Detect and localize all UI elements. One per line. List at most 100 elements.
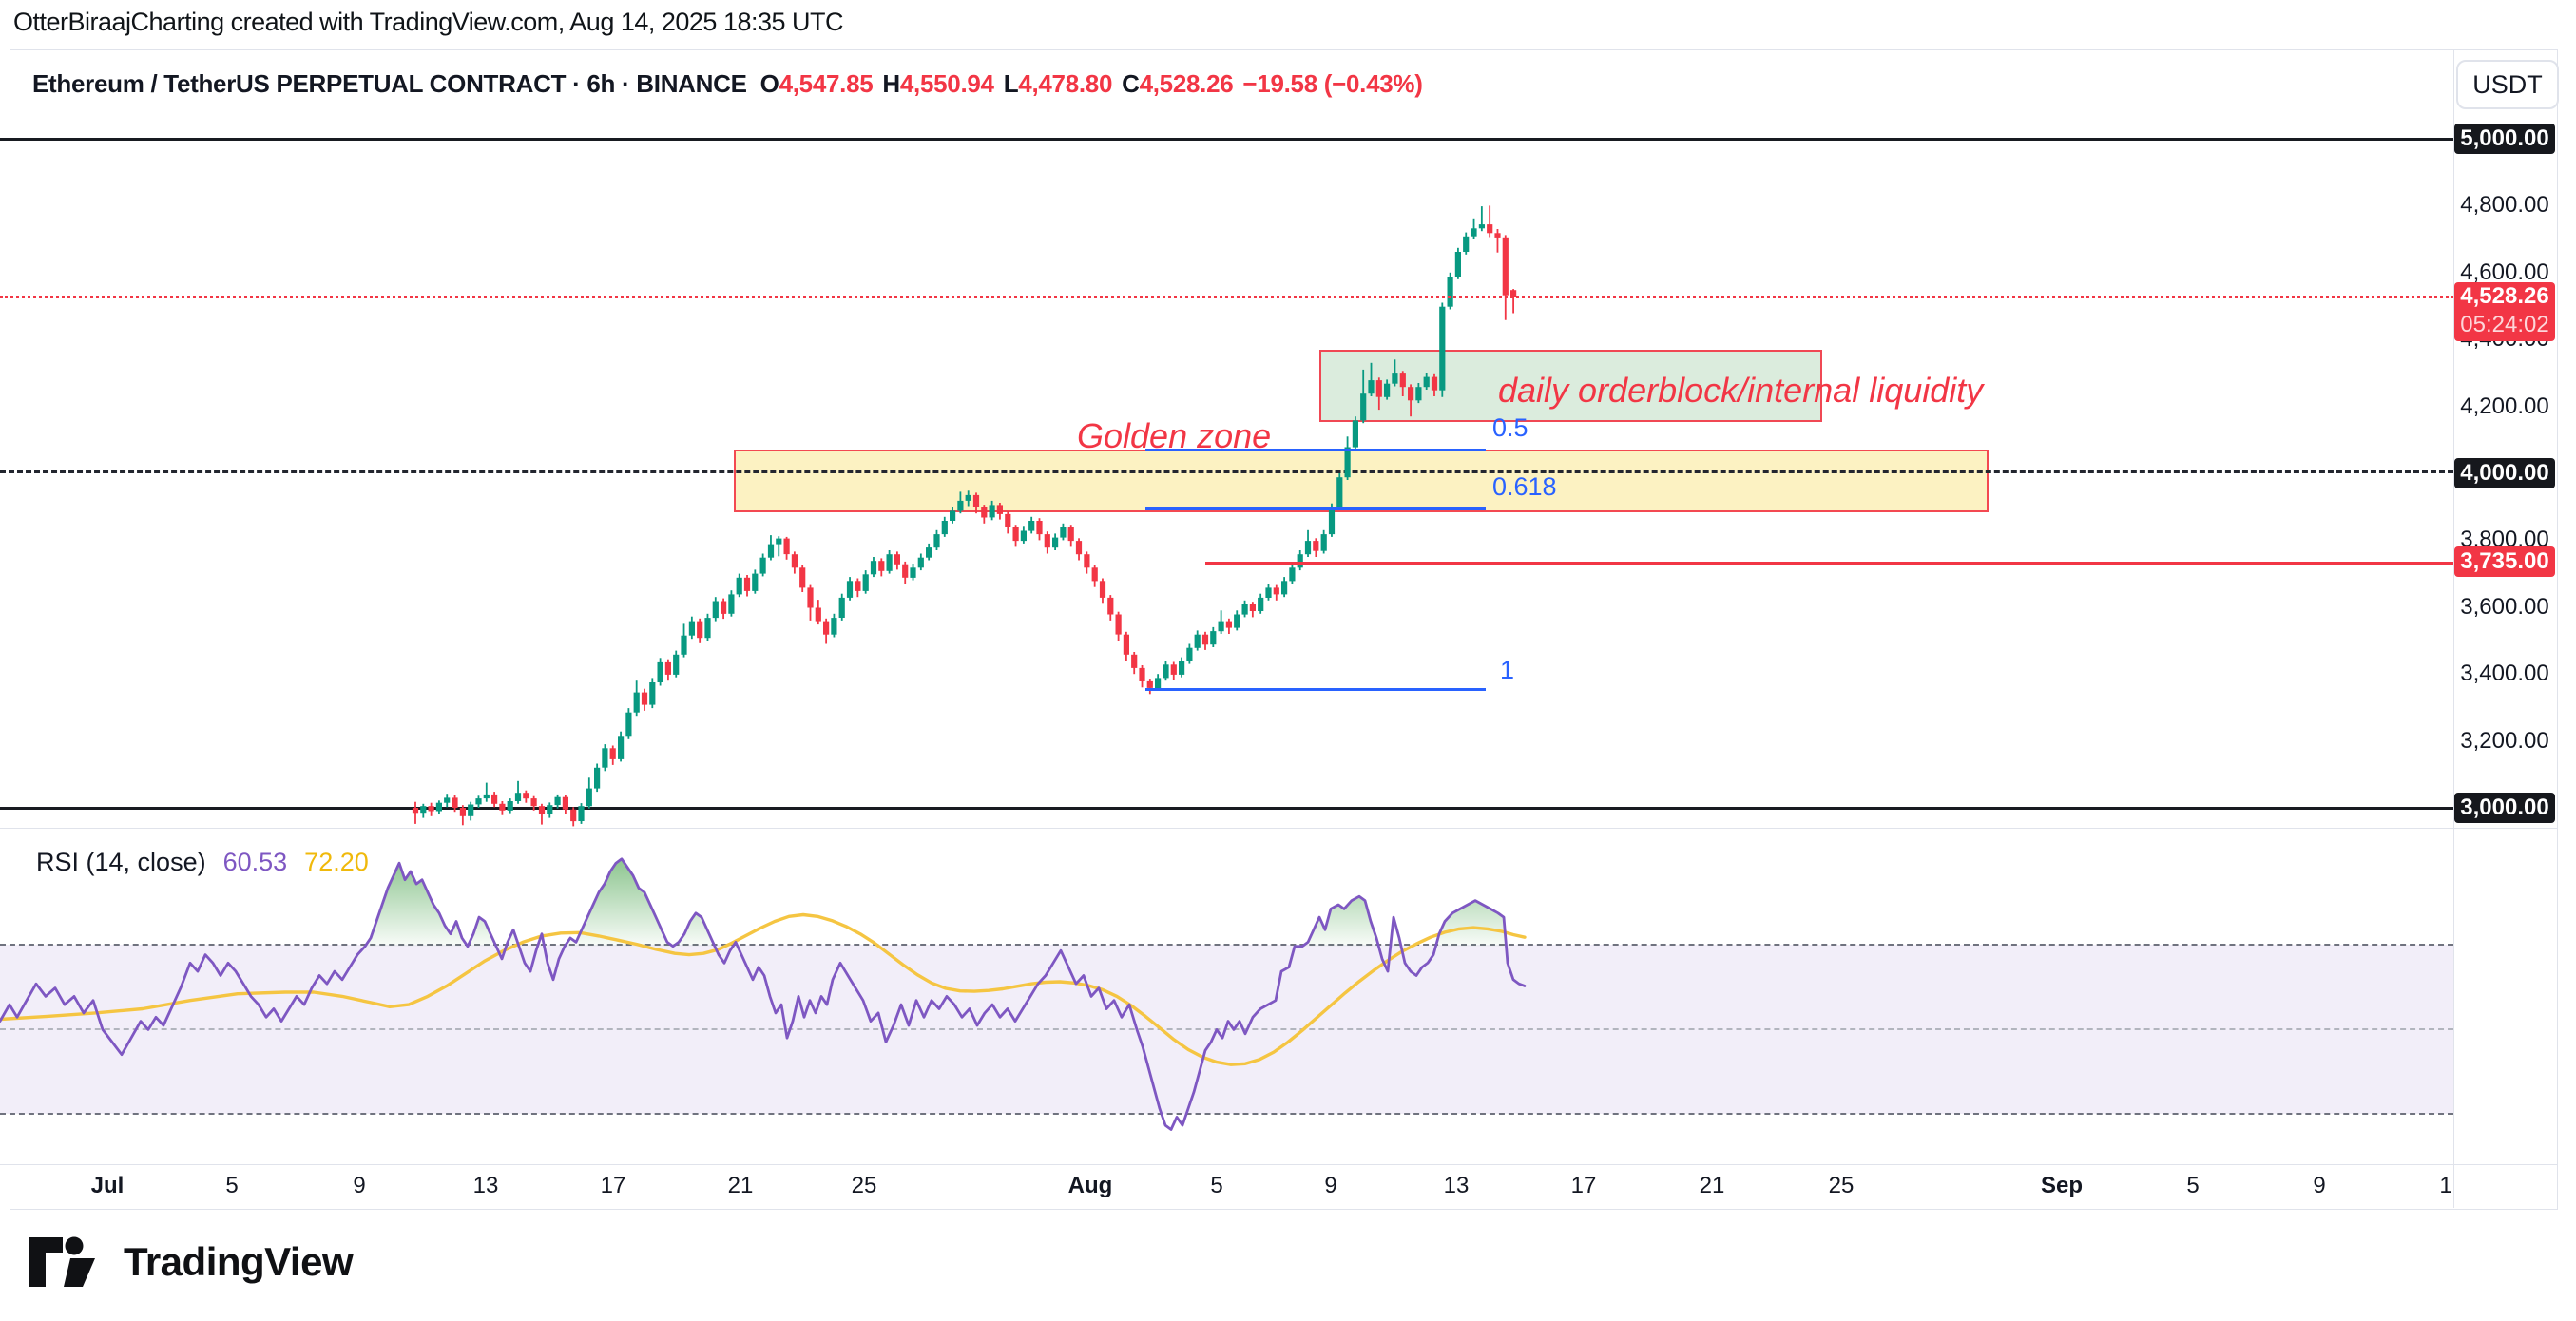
candle-body[interactable] [475,798,482,805]
candle-body[interactable] [855,581,861,591]
candle-body[interactable] [1060,527,1067,538]
candle-body[interactable] [1313,541,1319,551]
dashed-line-4000[interactable] [0,470,2453,473]
candle-body[interactable] [791,554,798,568]
candle-body[interactable] [609,748,616,759]
candle-body[interactable] [664,661,671,675]
candle-body[interactable] [1258,597,1264,611]
candle-body[interactable] [1320,534,1327,551]
candle-body[interactable] [1194,634,1201,648]
time-axis[interactable]: Jul 5 9 13 17 21 25 Aug 5 9 13 17 21 25 Sep 5 9 1 [0,1165,2453,1208]
candle-body[interactable] [870,561,877,575]
candle-body[interactable] [681,635,687,655]
candle-body[interactable] [1281,581,1288,595]
candle-body[interactable] [1352,420,1358,448]
candle-body[interactable] [1225,621,1232,628]
candle-body[interactable] [1139,667,1145,681]
candle-body[interactable] [1028,521,1035,531]
candle-body[interactable] [894,554,900,565]
candle-body[interactable] [941,521,948,535]
candle-body[interactable] [799,567,806,588]
fib-level-line-0-618[interactable] [1145,507,1486,510]
red-line-3735[interactable] [1205,562,2453,565]
candle-body[interactable] [618,736,625,759]
candle-body[interactable] [878,561,885,571]
candle-body[interactable] [1012,527,1019,542]
candle-body[interactable] [657,661,663,682]
candle-body[interactable] [1155,678,1162,688]
candle-body[interactable] [1091,567,1098,582]
candle-body[interactable] [514,793,522,801]
candle-body[interactable] [1304,541,1312,555]
candle-body[interactable] [594,767,601,789]
candle-body[interactable] [1218,621,1224,632]
golden-zone-rectangle[interactable] [734,450,1989,512]
symbol-header[interactable]: Ethereum / TetherUS PERPETUAL CONTRACT ·… [32,63,1423,105]
candle-body[interactable] [838,597,845,618]
candle-body[interactable] [697,621,703,639]
candle-body[interactable] [910,567,916,578]
candle-body[interactable] [736,577,742,595]
candle-body[interactable] [831,618,837,635]
currency-toggle-button[interactable]: USDT [2456,60,2559,109]
rsi-indicator-legend[interactable]: RSI (14, close) 60.53 72.20 [36,848,369,877]
candle-body[interactable] [752,573,759,591]
candle-body[interactable] [688,621,695,636]
candle-body[interactable] [554,796,561,806]
horizontal-line-5000[interactable] [0,138,2453,141]
price-axis[interactable]: 5,000.004,800.004,600.004,400.004,200.00… [2454,49,2557,1164]
candle-body[interactable] [1265,587,1272,598]
candle-body[interactable] [1163,664,1169,679]
golden-zone-text[interactable]: Golden zone [1077,416,1272,455]
horizontal-line-3000[interactable] [0,807,2453,810]
candle-body[interactable] [570,809,577,822]
candle-body[interactable] [444,797,451,803]
candle-body[interactable] [625,712,632,737]
candle-body[interactable] [846,581,854,598]
candle-body[interactable] [1494,233,1501,238]
candle-body[interactable] [926,547,932,558]
candle-body[interactable] [1234,614,1240,628]
candle-body[interactable] [1067,527,1074,542]
pane-separator[interactable] [0,828,2557,829]
candle-body[interactable] [649,682,656,705]
candle-body[interactable] [673,654,680,675]
candle-body[interactable] [1005,513,1011,527]
candle-body[interactable] [807,587,814,608]
candle-body[interactable] [1471,228,1477,237]
candle-body[interactable] [1463,236,1470,252]
candle-body[interactable] [1123,634,1129,655]
candle-body[interactable] [633,692,640,713]
candle-body[interactable] [712,601,719,619]
candle-body[interactable] [728,594,735,614]
candle-body[interactable] [602,748,608,768]
candle-body[interactable] [1447,277,1453,307]
candle-body[interactable] [823,621,830,635]
candle-body[interactable] [530,798,537,807]
candle-body[interactable] [641,692,648,705]
candle-body[interactable] [815,607,821,622]
candle-body[interactable] [1487,224,1493,234]
candle-body[interactable] [862,574,869,591]
candle-body[interactable] [1249,604,1256,611]
candle-body[interactable] [743,577,751,591]
candle-body[interactable] [1179,660,1185,675]
candle-body[interactable] [1289,567,1296,582]
candle-body[interactable] [902,564,909,578]
candle-body[interactable] [917,557,924,568]
candle-body[interactable] [1084,554,1090,568]
candle-body[interactable] [767,544,775,558]
candle-body[interactable] [1020,530,1027,542]
candle-body[interactable] [1454,252,1461,277]
candle-body[interactable] [1036,521,1043,535]
candle-body[interactable] [776,538,782,545]
candle-body[interactable] [1273,587,1279,595]
candle-body[interactable] [1201,634,1209,645]
candle-body[interactable] [491,794,498,804]
candle-body[interactable] [886,554,893,571]
candle-body[interactable] [523,793,529,799]
candle-body[interactable] [1107,597,1114,615]
tradingview-logo[interactable]: TradingView [27,1235,354,1289]
candle-body[interactable] [1186,647,1193,661]
